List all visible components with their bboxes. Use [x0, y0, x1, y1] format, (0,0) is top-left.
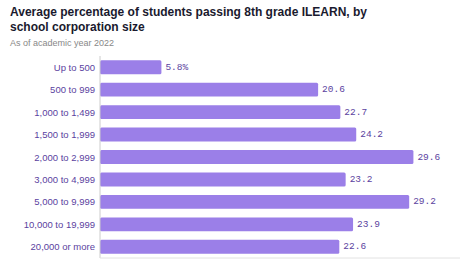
category-label: 10,000 to 19,999 — [24, 219, 95, 230]
category-label: 3,000 to 4,999 — [34, 174, 95, 185]
title-line: school corporation size — [10, 20, 145, 34]
data-label: 23.2 — [350, 174, 373, 185]
bar — [100, 195, 409, 209]
data-label: 24.2 — [360, 129, 383, 140]
category-label: 500 to 999 — [50, 84, 95, 95]
category-label: Up to 500 — [54, 62, 95, 73]
category-label: 5,000 to 9,999 — [34, 196, 95, 207]
bar — [100, 105, 340, 119]
subtitle: As of academic year 2022 — [10, 38, 114, 48]
bar — [100, 150, 413, 164]
bar — [100, 60, 161, 74]
data-label: 5.8% — [165, 62, 188, 73]
data-label: 22.6 — [343, 241, 366, 252]
y-axis-line — [100, 56, 101, 258]
x-axis-line — [100, 258, 460, 259]
bars — [100, 60, 413, 253]
title-line: Average percentage of students passing 8… — [10, 5, 367, 19]
title: Average percentage of students passing 8… — [10, 5, 367, 34]
data-label: 22.7 — [344, 107, 367, 118]
bar — [100, 240, 339, 254]
category-label: 1,500 to 1,999 — [34, 129, 95, 140]
data-label: 20.6 — [322, 84, 345, 95]
data-label: 29.6 — [417, 152, 440, 163]
bar — [100, 172, 346, 186]
bar — [100, 128, 356, 142]
data-label: 29.2 — [413, 196, 436, 207]
category-label: 1,000 to 1,499 — [34, 107, 95, 118]
bar — [100, 217, 353, 231]
category-label: 20,000 or more — [31, 241, 95, 252]
category-label: 2,000 to 2,999 — [34, 152, 95, 163]
chart: Average percentage of students passing 8… — [0, 0, 474, 266]
data-label: 23.9 — [357, 219, 380, 230]
bar — [100, 83, 318, 97]
